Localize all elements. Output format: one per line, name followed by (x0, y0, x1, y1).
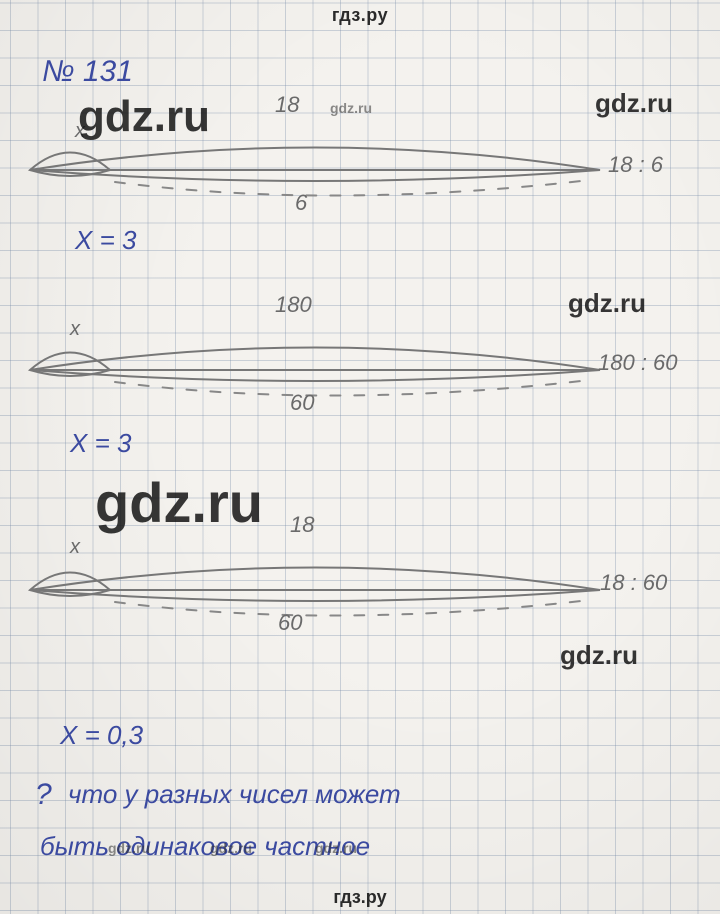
diagram-1 (30, 120, 670, 220)
diagram-1-answer: X = 3 (75, 225, 136, 256)
diagram-1-expr: 18 : 6 (608, 152, 663, 178)
diagram-3-expr: 18 : 60 (600, 570, 667, 596)
diagram-2-expr: 180 : 60 (598, 350, 678, 376)
question-line-2: быть одинаковое частное (40, 820, 370, 872)
question-mark: ? (35, 778, 52, 812)
site-footer: гдз.ру (0, 887, 720, 908)
question-line-1: что у разных чисел может (68, 768, 401, 820)
diagram-3-x: x (70, 536, 80, 559)
diagram-3-bottom: 60 (278, 610, 302, 636)
diagram-3-answer: X = 0,3 (60, 720, 143, 751)
diagram-1-top: 18 (275, 92, 299, 118)
diagram-2 (30, 320, 670, 420)
diagram-2-answer: X = 3 (70, 428, 131, 459)
diagram-1-bottom: 6 (295, 190, 307, 216)
problem-number: № 131 (42, 55, 133, 89)
diagram-1-x: x (75, 120, 85, 143)
diagram-3 (30, 540, 670, 640)
diagram-2-top: 180 (275, 292, 312, 318)
site-header: гдз.ру (0, 0, 720, 30)
diagram-2-x: x (70, 318, 80, 341)
diagram-3-top: 18 (290, 512, 314, 538)
diagram-2-bottom: 60 (290, 390, 314, 416)
